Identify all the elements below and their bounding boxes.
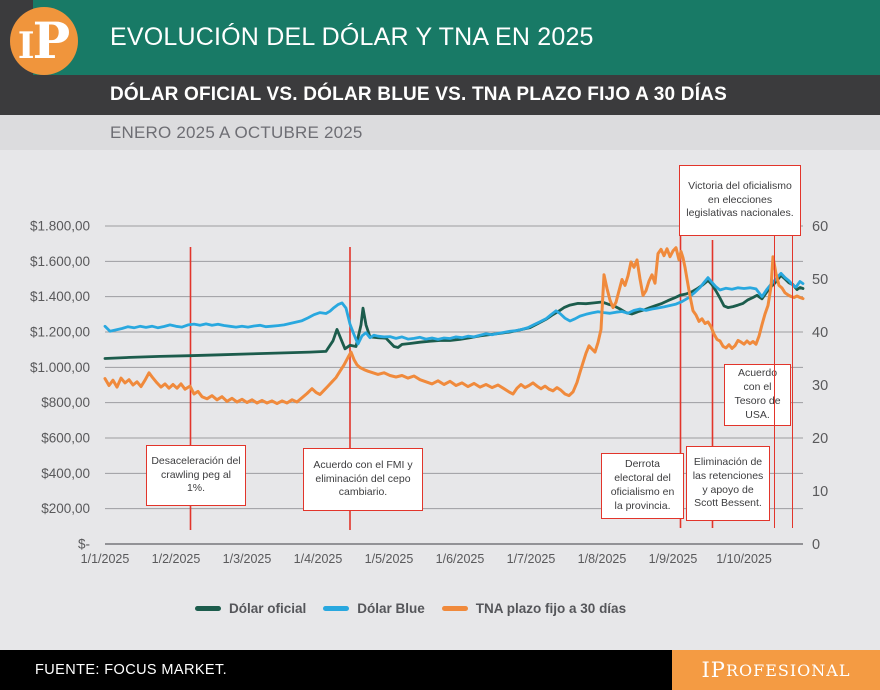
x-axis-label: 1/5/2025	[365, 552, 414, 566]
chart-legend: Dólar oficial Dólar Blue TNA plazo fijo …	[195, 601, 626, 616]
y-axis-label-left: $1.800,00	[30, 219, 90, 234]
y-axis-label-left: $1.400,00	[30, 289, 90, 304]
event-line	[791, 236, 794, 528]
legend-label-dolar-blue: Dólar Blue	[357, 601, 425, 616]
annotation-victoria-elecciones: Victoria del oficialismo en elecciones l…	[679, 165, 801, 236]
y-axis-label-right: 30	[812, 378, 828, 394]
y-axis-label-left: $1.600,00	[30, 254, 90, 269]
x-axis-label: 1/8/2025	[578, 552, 627, 566]
y-axis-label-right: 50	[812, 272, 828, 288]
x-axis-label: 1/7/2025	[507, 552, 556, 566]
iprofesional-brand: IP ROFESIONAL	[672, 650, 880, 690]
legend-label-tna: TNA plazo fijo a 30 días	[475, 601, 627, 616]
annotation-retenciones-bessent: Eliminación de las retenciones y apoyo d…	[686, 446, 770, 521]
x-axis-label: 1/1/2025	[81, 552, 130, 566]
y-axis-label-left: $800,00	[41, 395, 90, 410]
page-title: EVOLUCIÓN DEL DÓLAR Y TNA EN 2025	[110, 23, 594, 51]
chart-title: DÓLAR OFICIAL VS. DÓLAR BLUE VS. TNA PLA…	[110, 84, 727, 105]
logo-letter-i: I	[17, 25, 35, 67]
event-line	[773, 236, 776, 528]
brand-rest: ROFESIONAL	[725, 660, 851, 680]
legend-item-tna: TNA plazo fijo a 30 días	[441, 601, 627, 616]
annotation-tesoro-usa: Acuerdo con el Tesoro de USA.	[724, 364, 791, 426]
x-axis-label: 1/2/2025	[152, 552, 201, 566]
annotation-derrota-electoral: Derrota electoral del oficialismo en la …	[601, 453, 684, 519]
x-axis-label: 1/4/2025	[294, 552, 343, 566]
annotation-fmi-cepo: Acuerdo con el FMI y eliminación del cep…	[303, 448, 423, 511]
logo-letter-p: P	[32, 11, 71, 70]
y-axis-label-right: 60	[812, 219, 828, 235]
x-axis-label: 1/6/2025	[436, 552, 485, 566]
series-tna-plazo-fijo-a-30-d-as	[103, 246, 805, 406]
legend-label-dolar-oficial: Dólar oficial	[229, 601, 307, 616]
series-d-lar-blue	[103, 271, 805, 346]
x-axis-label: 1/9/2025	[649, 552, 698, 566]
header-dark-band	[0, 75, 880, 115]
legend-swatch-tna	[441, 606, 468, 611]
period-band	[0, 115, 880, 150]
brand-prefix: IP	[701, 658, 726, 682]
y-axis-label-left: $600,00	[41, 431, 90, 446]
y-axis-label-left: $400,00	[41, 466, 90, 481]
y-axis-label-left: $1.000,00	[30, 360, 90, 375]
x-axis-label: 1/3/2025	[223, 552, 272, 566]
legend-item-dolar-blue: Dólar Blue	[323, 601, 425, 616]
y-axis-label-right: 10	[812, 484, 828, 500]
series-d-lar-oficial	[103, 274, 805, 360]
legend-swatch-dolar-oficial	[195, 606, 221, 611]
x-axis-label: 1/10/2025	[716, 552, 772, 566]
legend-swatch-dolar-blue	[323, 606, 350, 611]
chart-subtitle: ENERO 2025 A OCTUBRE 2025	[110, 122, 363, 142]
y-axis-label-right: 40	[812, 325, 828, 341]
source-text: FUENTE: FOCUS MARKET.	[35, 662, 228, 678]
y-axis-label-left: $1.200,00	[30, 325, 90, 340]
y-axis-label-left: $-	[78, 537, 90, 552]
header-teal-band	[33, 0, 880, 75]
y-axis-label-right: 0	[812, 537, 820, 553]
y-axis-label-left: $200,00	[41, 501, 90, 516]
legend-item-dolar-oficial: Dólar oficial	[195, 601, 306, 616]
annotation-crawling-peg: Desaceleración del crawling peg al 1%.	[146, 445, 246, 506]
y-axis-label-right: 20	[812, 431, 828, 447]
